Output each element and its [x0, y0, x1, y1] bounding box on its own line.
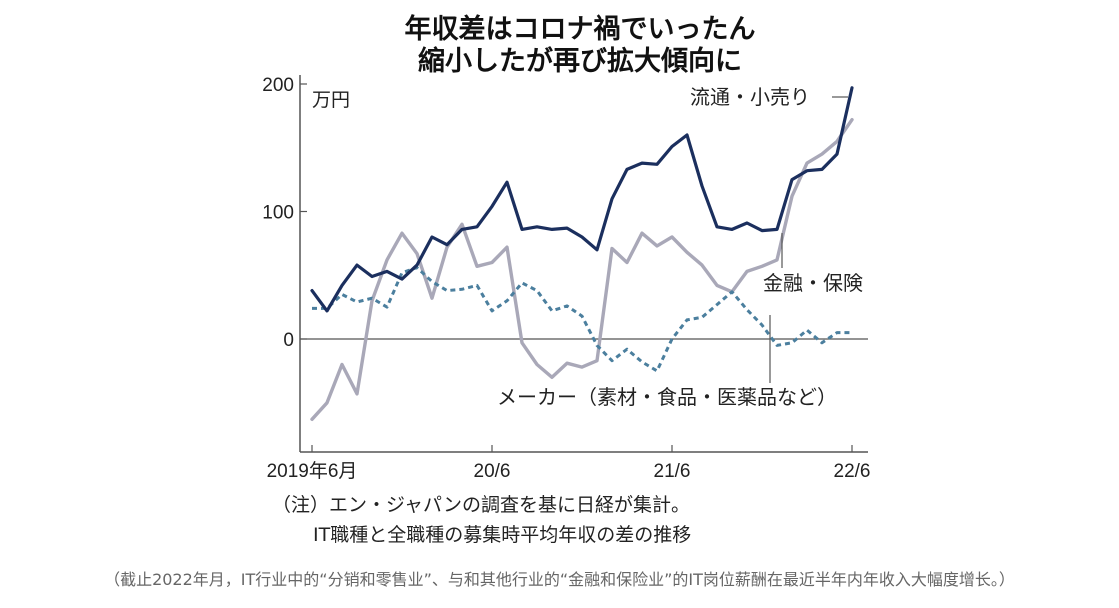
x-tick-label: 22/6: [834, 461, 871, 482]
y-tick-label: 100: [262, 203, 294, 224]
y-tick-label: 200: [262, 75, 294, 96]
note-line-2: IT職種と全職種の募集時平均年収の差の推移: [313, 524, 691, 546]
x-tick-label: 21/6: [654, 461, 691, 482]
series-label-retail: 流通・小売り: [690, 85, 810, 109]
y-tick-label: 0: [283, 330, 294, 351]
note-line-1: （注）エン・ジャパンの調査を基に日経が集計。: [272, 494, 690, 516]
caption: （截止2022年月，IT行业中的“分销和零售业”、与和其他行业的“金融和保险业”…: [104, 570, 1015, 589]
chart: 年収差はコロナ禍でいったん 縮小したが再び拡大傾向に 万円 200 100 0 20…: [262, 13, 871, 546]
chart-title-line-2: 縮小したが再び拡大傾向に: [418, 45, 742, 77]
x-tick-label: 20/6: [474, 461, 511, 482]
y-ticks: 200 100 0: [262, 75, 307, 351]
series-line-maker: [312, 266, 852, 373]
x-ticks: 2019年6月 20/6 21/6 22/6: [267, 445, 871, 482]
series-label-maker: メーカー（素材・食品・医薬品など）: [497, 385, 837, 409]
series-label-finance: 金融・保険: [763, 271, 863, 295]
series-line-finance: [310, 118, 854, 421]
unit-label: 万円: [312, 89, 350, 111]
series-line-retail: [310, 86, 854, 313]
x-tick-label: 2019年6月: [267, 460, 358, 482]
chart-title-line-1: 年収差はコロナ禍でいったん: [405, 13, 756, 45]
series-lines: [310, 86, 854, 421]
